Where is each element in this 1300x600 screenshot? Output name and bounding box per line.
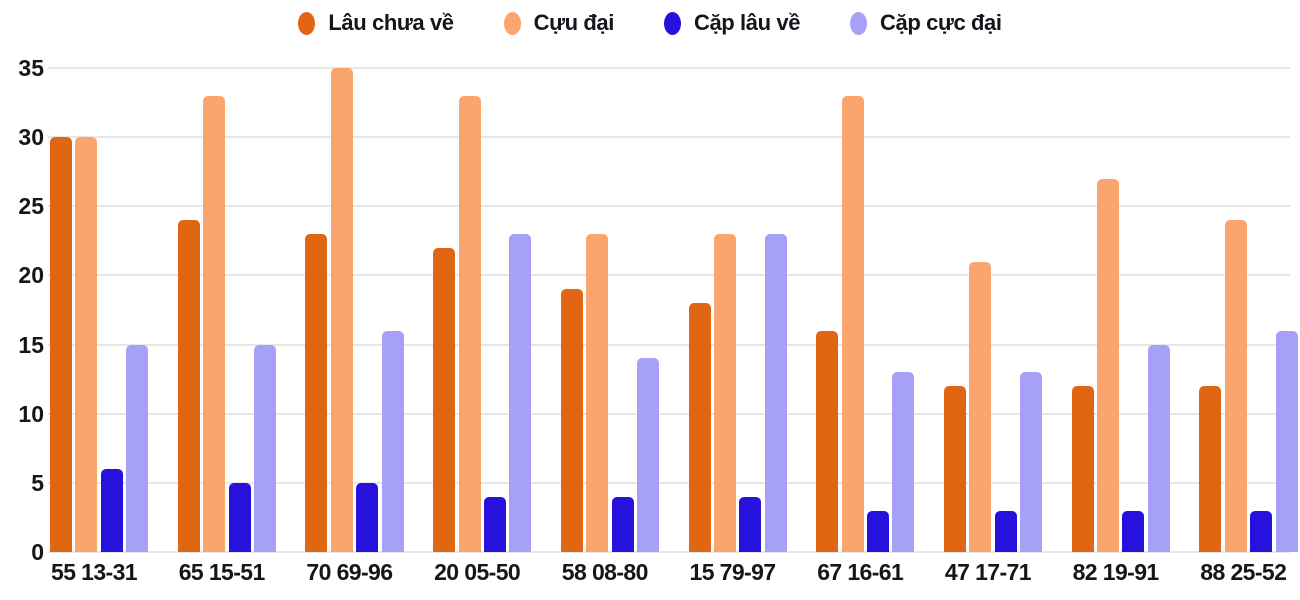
bar-cựu-đại-15-79-97[interactable] <box>713 233 736 552</box>
bar-cặp-cực-đại-47-17-71[interactable] <box>1020 372 1043 552</box>
bar-cặp-lâu-về-58-08-80[interactable] <box>611 496 634 552</box>
x-axis-label-88-25-52: 88 25-52 <box>1200 559 1287 585</box>
bar-lâu-chưa-về-65-15-51[interactable] <box>177 220 200 552</box>
bar-cựu-đại-82-19-91[interactable] <box>1097 178 1119 552</box>
bar-lâu-chưa-về-15-79-97[interactable] <box>688 303 711 552</box>
bar-cặp-lâu-về-20-05-50[interactable] <box>483 496 506 552</box>
bar-cựu-đại-65-15-51[interactable] <box>203 95 226 552</box>
x-axis-label-20-05-50: 20 05-50 <box>434 559 521 585</box>
legend-label: Lâu chưa về <box>328 10 454 35</box>
legend-item-lâu-chưa-về[interactable]: Lâu chưa về <box>298 10 454 36</box>
legend-label: Cặp cực đại <box>880 10 1002 35</box>
bar-cặp-cực-đại-67-16-61[interactable] <box>892 372 915 552</box>
bar-cặp-cực-đại-15-79-97[interactable] <box>764 233 787 552</box>
bar-cựu-đại-70-69-96[interactable] <box>330 68 353 552</box>
gridline-y-35 <box>48 67 1290 69</box>
legend-swatch-icon <box>503 11 521 35</box>
bar-cặp-cực-đại-58-08-80[interactable] <box>637 358 659 552</box>
bar-cựu-đại-47-17-71[interactable] <box>969 261 992 552</box>
x-axis-label-70-69-96: 70 69-96 <box>306 559 393 585</box>
x-axis-label-82-19-91: 82 19-91 <box>1072 559 1160 585</box>
bar-cặp-lâu-về-82-19-91[interactable] <box>1122 510 1145 552</box>
bar-lâu-chưa-về-58-08-80[interactable] <box>560 289 583 552</box>
bar-cặp-lâu-về-55-13-31[interactable] <box>100 469 123 552</box>
bar-cựu-đại-88-25-52[interactable] <box>1224 220 1247 552</box>
bar-lâu-chưa-về-70-69-96[interactable] <box>305 233 328 552</box>
bar-cặp-lâu-về-15-79-97[interactable] <box>739 496 762 552</box>
bar-cặp-lâu-về-65-15-51[interactable] <box>228 482 251 552</box>
y-axis-tick-10: 10 <box>18 400 44 427</box>
y-axis-tick-30: 30 <box>18 124 44 151</box>
bar-cặp-lâu-về-70-69-96[interactable] <box>356 482 379 552</box>
chart-legend: Lâu chưa về Cựu đại Cặp lâu về Cặp cực đại <box>0 0 1300 46</box>
gridline-y-30 <box>48 136 1290 139</box>
bar-cựu-đại-67-16-61[interactable] <box>841 95 864 552</box>
gridline-y-20 <box>48 274 1290 277</box>
gridline-y-0 <box>48 551 1290 553</box>
x-axis-label-65-15-51: 65 15-51 <box>178 559 266 585</box>
x-axis-label-15-79-97: 15 79-97 <box>689 559 777 585</box>
bar-lâu-chưa-về-82-19-91[interactable] <box>1071 386 1094 552</box>
bar-cặp-cực-đại-88-25-52[interactable] <box>1275 330 1298 552</box>
bar-cựu-đại-20-05-50[interactable] <box>458 95 481 552</box>
legend-item-cặp-cực-đại[interactable]: Cặp cực đại <box>850 10 1002 36</box>
bar-cặp-lâu-về-88-25-52[interactable] <box>1250 510 1273 552</box>
gridline-y-10 <box>48 412 1290 415</box>
y-axis-tick-35: 35 <box>18 55 44 81</box>
y-axis-tick-15: 15 <box>18 331 44 358</box>
bar-cặp-lâu-về-67-16-61[interactable] <box>867 510 889 552</box>
legend-label: Cựu đại <box>533 10 615 35</box>
gridline-y-5 <box>48 481 1290 484</box>
bar-cặp-cực-đại-82-19-91[interactable] <box>1147 344 1170 552</box>
y-axis-tick-25: 25 <box>18 193 44 220</box>
gridline-y-25 <box>48 205 1290 208</box>
gridline-y-15 <box>48 343 1290 346</box>
legend-label: Cặp lâu về <box>693 10 801 35</box>
x-axis-label-55-13-31: 55 13-31 <box>51 559 138 585</box>
bar-lâu-chưa-về-47-17-71[interactable] <box>943 386 966 552</box>
legend-swatch-icon <box>298 11 316 35</box>
bar-cặp-cực-đại-20-05-50[interactable] <box>509 233 532 552</box>
y-axis-tick-5: 5 <box>31 469 44 496</box>
bar-cựu-đại-58-08-80[interactable] <box>586 233 609 552</box>
bar-lâu-chưa-về-55-13-31[interactable] <box>50 137 72 552</box>
y-axis-tick-20: 20 <box>18 262 44 289</box>
bar-cặp-cực-đại-70-69-96[interactable] <box>381 330 404 552</box>
y-axis-tick-0: 0 <box>31 539 44 565</box>
legend-swatch-icon <box>850 11 868 35</box>
legend-item-cựu-đại[interactable]: Cựu đại <box>503 10 615 36</box>
legend-swatch-icon <box>663 11 681 35</box>
legend-item-cặp-lâu-về[interactable]: Cặp lâu về <box>663 10 801 36</box>
bar-cặp-lâu-về-47-17-71[interactable] <box>994 510 1017 552</box>
bar-cặp-cực-đại-65-15-51[interactable] <box>253 344 276 552</box>
x-axis-label-47-17-71: 47 17-71 <box>944 559 1032 585</box>
bar-cặp-cực-đại-55-13-31[interactable] <box>126 344 149 552</box>
bar-cựu-đại-55-13-31[interactable] <box>75 137 98 552</box>
bar-lâu-chưa-về-67-16-61[interactable] <box>816 330 839 552</box>
bar-lâu-chưa-về-20-05-50[interactable] <box>433 247 456 552</box>
x-axis-label-58-08-80: 58 08-80 <box>561 559 649 585</box>
x-axis-label-67-16-61: 67 16-61 <box>817 559 904 585</box>
bar-lâu-chưa-về-88-25-52[interactable] <box>1199 386 1222 552</box>
